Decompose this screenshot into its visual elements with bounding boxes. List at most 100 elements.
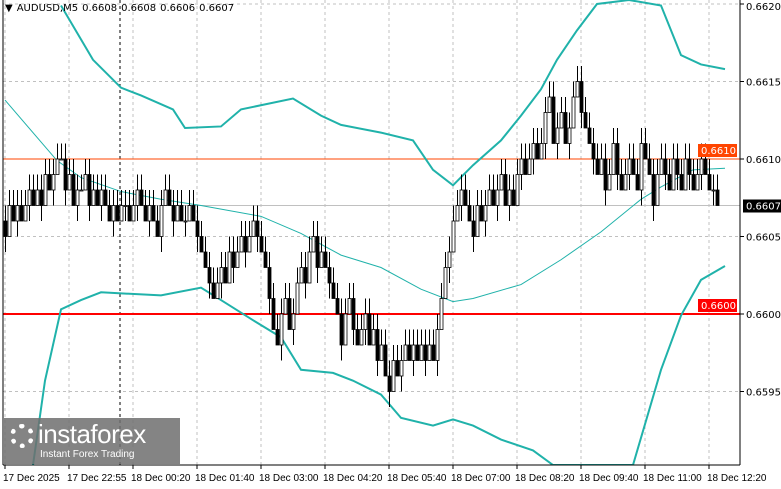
bullish-candle-body (599, 158, 604, 175)
bearish-candle-body (383, 344, 388, 377)
bearish-candle-body (103, 189, 108, 206)
candle (183, 205, 188, 237)
candle (239, 221, 244, 253)
candle (323, 236, 328, 268)
low-value: 0.6606 (160, 3, 196, 14)
candle (655, 159, 660, 206)
bearish-candle-body (431, 344, 436, 361)
candle (123, 190, 128, 221)
candle (407, 329, 412, 361)
candle (571, 81, 576, 129)
candle (307, 236, 312, 284)
candle (203, 236, 208, 268)
bearish-candle-body (479, 205, 484, 222)
candle (115, 190, 120, 222)
bullish-candle-body (175, 205, 180, 222)
bearish-candle-body (643, 143, 648, 160)
candle (195, 205, 200, 252)
bullish-candle-body (55, 158, 60, 175)
bullish-candle-body (291, 313, 296, 330)
candle (559, 97, 564, 129)
collapse-triangle-icon[interactable]: ▼ (5, 3, 13, 14)
candle (567, 112, 572, 159)
candle (95, 174, 100, 206)
bearish-candle-body (3, 220, 8, 237)
candle (539, 128, 544, 160)
candle (707, 159, 712, 191)
candle (515, 159, 520, 206)
bullish-candle-body (159, 205, 164, 237)
candle (495, 174, 500, 221)
candle (99, 174, 104, 221)
bearish-candle-body (691, 174, 696, 191)
candle (271, 283, 276, 330)
bullish-candle-body (163, 189, 168, 206)
bullish-candle-body (135, 189, 140, 206)
bullish-candle-body (543, 112, 548, 144)
bullish-candle-body (403, 344, 408, 361)
candle (635, 159, 640, 191)
bullish-candle-body (483, 205, 488, 222)
candle (639, 128, 644, 206)
bearish-candle-body (11, 205, 16, 222)
candle (3, 205, 8, 252)
bearish-candle-body (323, 251, 328, 268)
candle (467, 190, 472, 222)
candle (475, 190, 480, 237)
candle (167, 174, 172, 206)
bullish-candle-body (443, 267, 448, 299)
bullish-candle-body (655, 174, 660, 206)
bearish-candle-body (663, 158, 668, 175)
candle (715, 174, 720, 206)
candle (259, 221, 264, 253)
bullish-candle-body (247, 236, 252, 253)
candle (479, 190, 484, 222)
bullish-candle-body (711, 189, 716, 192)
bearish-candle-body (199, 236, 204, 253)
candle (447, 236, 452, 283)
candle (327, 252, 332, 299)
candle (55, 143, 60, 175)
candle (451, 205, 456, 253)
candle (275, 314, 280, 346)
candle (547, 81, 552, 113)
bullish-candle-body (363, 313, 368, 330)
bearish-candle-body (595, 158, 600, 175)
candle (339, 298, 344, 361)
candle (91, 174, 96, 206)
candle (663, 143, 668, 190)
level-price-label: 0.6610 (701, 146, 736, 157)
bullish-candle-body (343, 313, 348, 346)
bullish-candle-body (475, 205, 480, 237)
bullish-candle-body (411, 344, 416, 361)
bullish-candle-body (319, 251, 324, 268)
bearish-candle-body (139, 189, 144, 206)
bullish-candle-body (559, 112, 564, 129)
bullish-candle-body (183, 220, 188, 223)
bearish-candle-body (63, 158, 68, 191)
candle (119, 190, 124, 222)
bearish-candle-body (563, 112, 568, 144)
candle (375, 314, 380, 376)
candle (523, 143, 528, 175)
bearish-candle-body (395, 360, 400, 377)
bearish-candle-body (271, 298, 276, 330)
bullish-candle-body (215, 282, 220, 299)
time-tick-label: 18 Dec 09:40 (579, 473, 639, 484)
bearish-candle-body (367, 313, 372, 346)
bollinger-upper-band (60, 0, 726, 187)
candle (439, 283, 444, 330)
price-tick-label: 0.6620 (746, 2, 781, 13)
candle (379, 329, 384, 361)
bearish-candle-body (179, 205, 184, 222)
candle (247, 221, 252, 253)
bearish-candle-body (303, 267, 308, 284)
bullish-candle-body (623, 174, 628, 191)
candle (319, 236, 324, 268)
bullish-candle-body (311, 236, 316, 253)
candle (531, 128, 536, 175)
candle (163, 174, 168, 206)
bullish-candle-body (695, 174, 700, 191)
candle (627, 143, 632, 190)
